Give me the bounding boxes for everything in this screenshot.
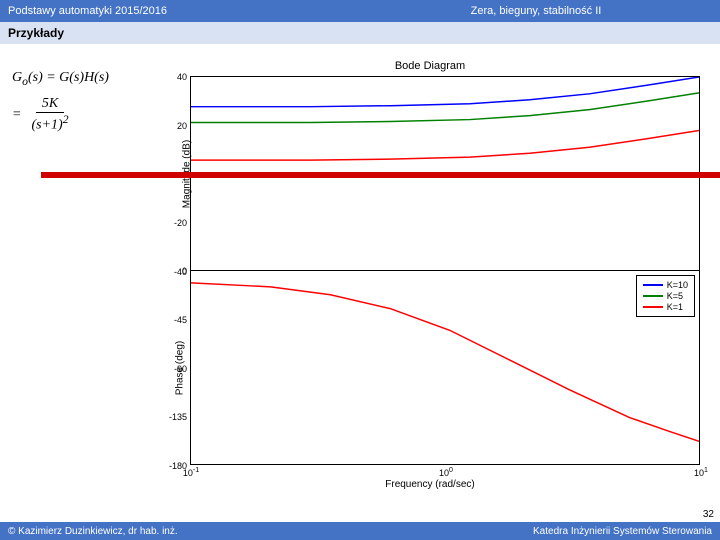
phase-plot: Phase (deg) -180-135-90-450 K=10K=5K=1 1… (190, 270, 700, 465)
formula-block: Go(s) = G(s)H(s) = 5K (s+1)2 (12, 70, 109, 133)
footer-bar: © Kazimierz Duzinkiewicz, dr hab. inż. K… (0, 522, 720, 540)
magnitude-plot: Magnitude (dB) -40-2002040 (190, 76, 700, 271)
legend-item: K=5 (643, 291, 688, 301)
header-bar: Podstawy automatyki 2015/2016 Zera, bieg… (0, 0, 720, 22)
footer-dept: Katedra Inżynierii Systemów Sterowania (533, 526, 712, 537)
chart-title: Bode Diagram (150, 60, 710, 72)
course-title: Podstawy automatyki 2015/2016 (8, 5, 360, 17)
legend-item: K=1 (643, 302, 688, 312)
section-title: Przykłady (0, 22, 720, 44)
slide-topic: Zera, bieguny, stabilność II (360, 5, 712, 17)
page-number: 32 (703, 509, 714, 520)
footer-author: © Kazimierz Duzinkiewicz, dr hab. inż. (8, 526, 533, 537)
zero-db-marker (41, 172, 720, 178)
bode-diagram: Bode Diagram Magnitude (dB) -40-2002040 … (150, 60, 710, 500)
xlabel: Frequency (rad/sec) (150, 479, 710, 490)
legend: K=10K=5K=1 (636, 275, 695, 317)
legend-item: K=10 (643, 280, 688, 290)
